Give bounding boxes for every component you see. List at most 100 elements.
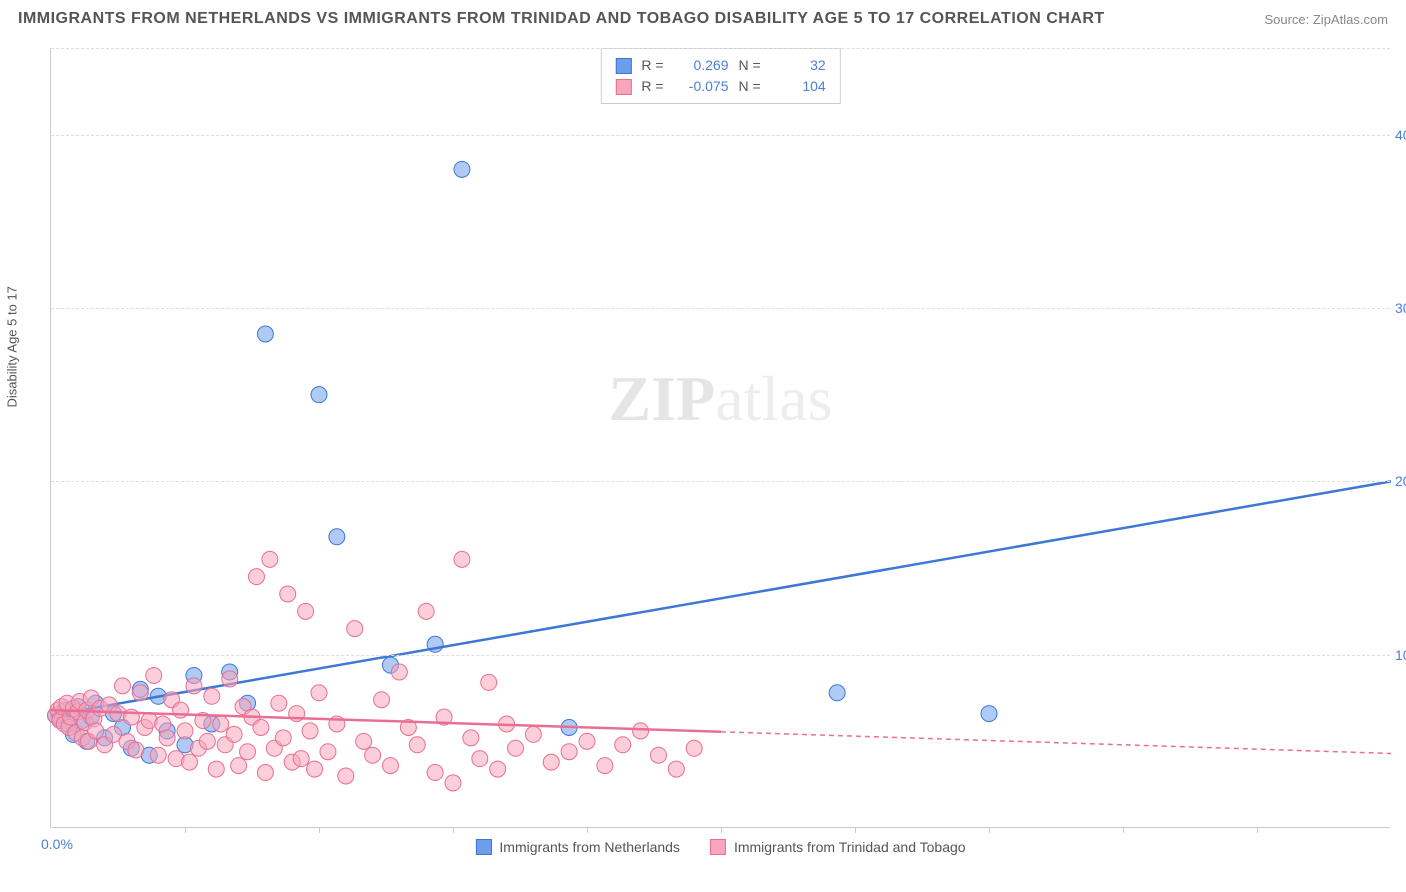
x-tick-mark [721, 827, 722, 833]
data-point [597, 758, 613, 774]
x-tick-mark [453, 827, 454, 833]
data-point [280, 586, 296, 602]
y-tick-label: 20.0% [1395, 473, 1406, 489]
data-point [686, 740, 702, 756]
data-point [231, 758, 247, 774]
x-tick-mark [989, 827, 990, 833]
x-tick-mark [855, 827, 856, 833]
legend-label: Immigrants from Netherlands [499, 839, 680, 855]
data-point [213, 716, 229, 732]
data-point [88, 723, 104, 739]
x-tick-mark [319, 827, 320, 833]
data-point [114, 678, 130, 694]
data-point [257, 326, 273, 342]
stats-row: R = 0.269 N = 32 [615, 55, 825, 76]
data-point [271, 695, 287, 711]
data-point [199, 733, 215, 749]
data-point [262, 551, 278, 567]
stat-r-value: -0.075 [674, 76, 729, 97]
data-point [427, 765, 443, 781]
trend-line-dashed [721, 732, 1391, 754]
data-point [382, 758, 398, 774]
data-point [253, 719, 269, 735]
stat-r-label: R = [641, 55, 663, 76]
data-point [248, 569, 264, 585]
data-point [222, 671, 238, 687]
data-point [132, 685, 148, 701]
source-label: Source: ZipAtlas.com [1264, 12, 1388, 27]
data-point [293, 751, 309, 767]
data-point [472, 751, 488, 767]
gridline [51, 655, 1390, 656]
stat-n-value: 104 [771, 76, 826, 97]
y-tick-label: 30.0% [1395, 300, 1406, 316]
y-tick-label: 10.0% [1395, 647, 1406, 663]
data-point [298, 603, 314, 619]
stat-n-value: 32 [771, 55, 826, 76]
legend-swatch [710, 839, 726, 855]
stats-box: R = 0.269 N = 32 R = -0.075 N = 104 [600, 48, 840, 104]
chart-title: IMMIGRANTS FROM NETHERLANDS VS IMMIGRANT… [18, 10, 1105, 28]
data-point [257, 765, 273, 781]
data-point [445, 775, 461, 791]
chart-svg [51, 48, 1390, 827]
gridline [51, 308, 1390, 309]
data-point [454, 551, 470, 567]
data-point [668, 761, 684, 777]
data-point [418, 603, 434, 619]
data-point [347, 621, 363, 637]
data-point [338, 768, 354, 784]
data-point [579, 733, 595, 749]
stat-n-label: N = [739, 76, 761, 97]
data-point [226, 726, 242, 742]
legend-swatch [475, 839, 491, 855]
stats-row: R = -0.075 N = 104 [615, 76, 825, 97]
data-point [561, 744, 577, 760]
data-point [981, 706, 997, 722]
data-point [181, 754, 197, 770]
data-point [159, 730, 175, 746]
y-axis-label: Disability Age 5 to 17 [5, 286, 20, 407]
data-point [128, 742, 144, 758]
data-point [650, 747, 666, 763]
data-point [481, 674, 497, 690]
data-point [320, 744, 336, 760]
data-point [829, 685, 845, 701]
data-point [543, 754, 559, 770]
legend-label: Immigrants from Trinidad and Tobago [734, 839, 966, 855]
data-point [356, 733, 372, 749]
data-point [311, 387, 327, 403]
data-point [186, 678, 202, 694]
data-point [208, 761, 224, 777]
data-point [365, 747, 381, 763]
legend-item: Immigrants from Netherlands [475, 839, 680, 855]
data-point [150, 747, 166, 763]
data-point [311, 685, 327, 701]
gridline [51, 135, 1390, 136]
x-tick-mark [1123, 827, 1124, 833]
data-point [240, 744, 256, 760]
data-point [275, 730, 291, 746]
data-point [454, 161, 470, 177]
stat-r-label: R = [641, 76, 663, 97]
data-point [374, 692, 390, 708]
data-point [525, 726, 541, 742]
data-point [329, 529, 345, 545]
data-point [409, 737, 425, 753]
y-tick-label: 40.0% [1395, 127, 1406, 143]
x-tick-mark [185, 827, 186, 833]
stat-r-value: 0.269 [674, 55, 729, 76]
data-point [490, 761, 506, 777]
data-point [307, 761, 323, 777]
legend-item: Immigrants from Trinidad and Tobago [710, 839, 966, 855]
plot-area: ZIPatlas R =0.269N =32R =-0.075N =104 0.… [50, 48, 1390, 828]
gridline [51, 48, 1390, 49]
trend-line [51, 481, 1391, 715]
x-origin-label: 0.0% [41, 836, 73, 852]
bottom-legend: Immigrants from Netherlands Immigrants fr… [475, 839, 965, 855]
data-point [391, 664, 407, 680]
x-tick-mark [587, 827, 588, 833]
data-point [146, 667, 162, 683]
stat-n-label: N = [739, 55, 761, 76]
series-swatch [615, 58, 631, 74]
